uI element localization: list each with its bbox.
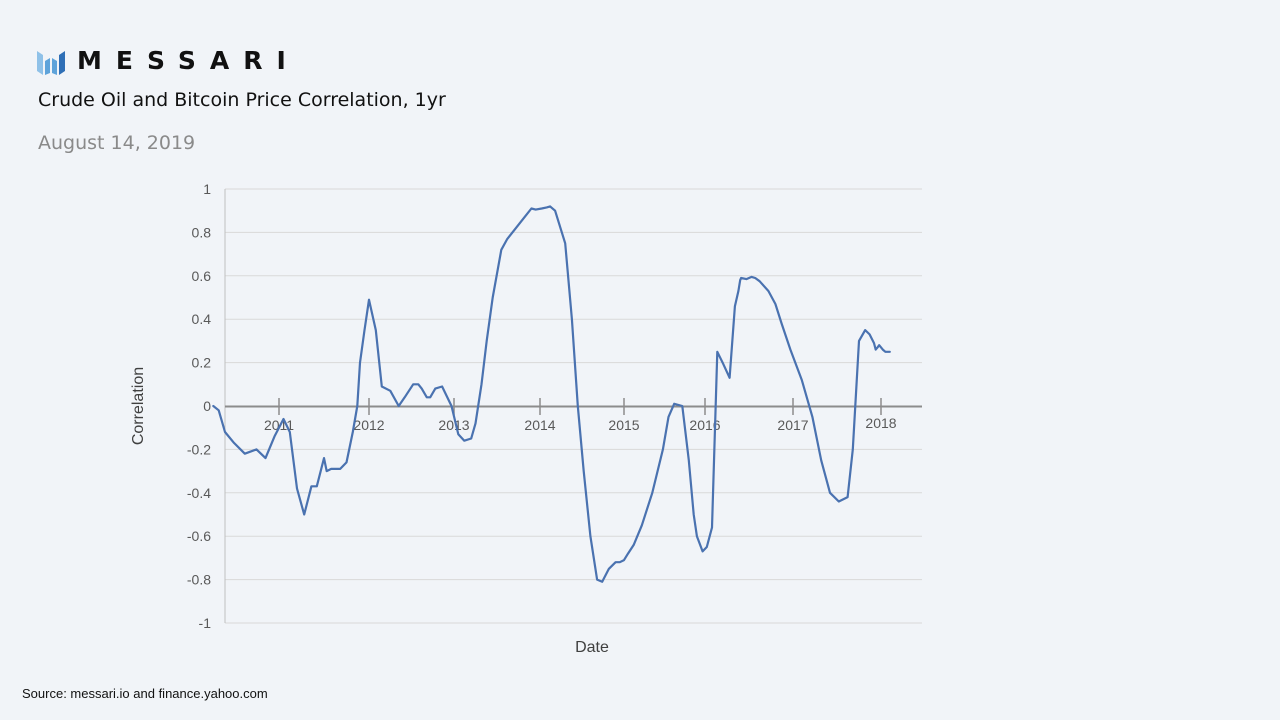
publish-date: August 14, 2019 — [38, 132, 196, 154]
messari-m-logo-icon — [37, 50, 65, 75]
gridlines — [225, 188, 922, 624]
y-tick-label: 0.8 — [192, 224, 212, 240]
y-tick-label: -1 — [199, 615, 212, 631]
y-tick-label: 1 — [203, 181, 211, 197]
y-tick-label: 0.2 — [192, 355, 212, 371]
y-axis-title: Correlation — [130, 367, 147, 445]
y-tick-label: -0.4 — [187, 485, 211, 501]
x-tick-label: 2015 — [608, 417, 639, 433]
source-note: Source: messari.io and finance.yahoo.com — [22, 686, 268, 701]
y-tick-label: -0.6 — [187, 528, 211, 544]
x-tick-label: 2011 — [264, 417, 294, 433]
x-tick-label: 2014 — [524, 417, 555, 433]
y-axis-ticks: 1 0.8 0.6 0.4 0.2 0 -0.2 -0.4 -0.6 -0.8 -1 — [187, 181, 211, 631]
correlation-series-line — [212, 205, 891, 583]
x-tick-label: 2017 — [777, 417, 808, 433]
y-tick-label: -0.2 — [187, 441, 211, 457]
brand-name: MESSARI — [77, 46, 300, 75]
y-tick-label: 0.6 — [192, 268, 212, 284]
x-tick-label: 2013 — [438, 417, 469, 433]
chart-title: Crude Oil and Bitcoin Price Correlation,… — [38, 89, 446, 111]
x-tick-label: 2016 — [689, 417, 720, 433]
x-axis-ticks: 2011 2012 2013 2014 2015 2016 2017 2018 — [264, 398, 897, 433]
x-tick-label: 2018 — [865, 415, 896, 431]
y-tick-label: -0.8 — [187, 572, 211, 588]
x-axis-title: Date — [575, 639, 609, 656]
brand-logo: MESSARI — [37, 46, 300, 75]
x-tick-label: 2012 — [353, 417, 384, 433]
y-tick-label: 0.4 — [192, 311, 212, 327]
y-tick-label: 0 — [203, 398, 211, 414]
